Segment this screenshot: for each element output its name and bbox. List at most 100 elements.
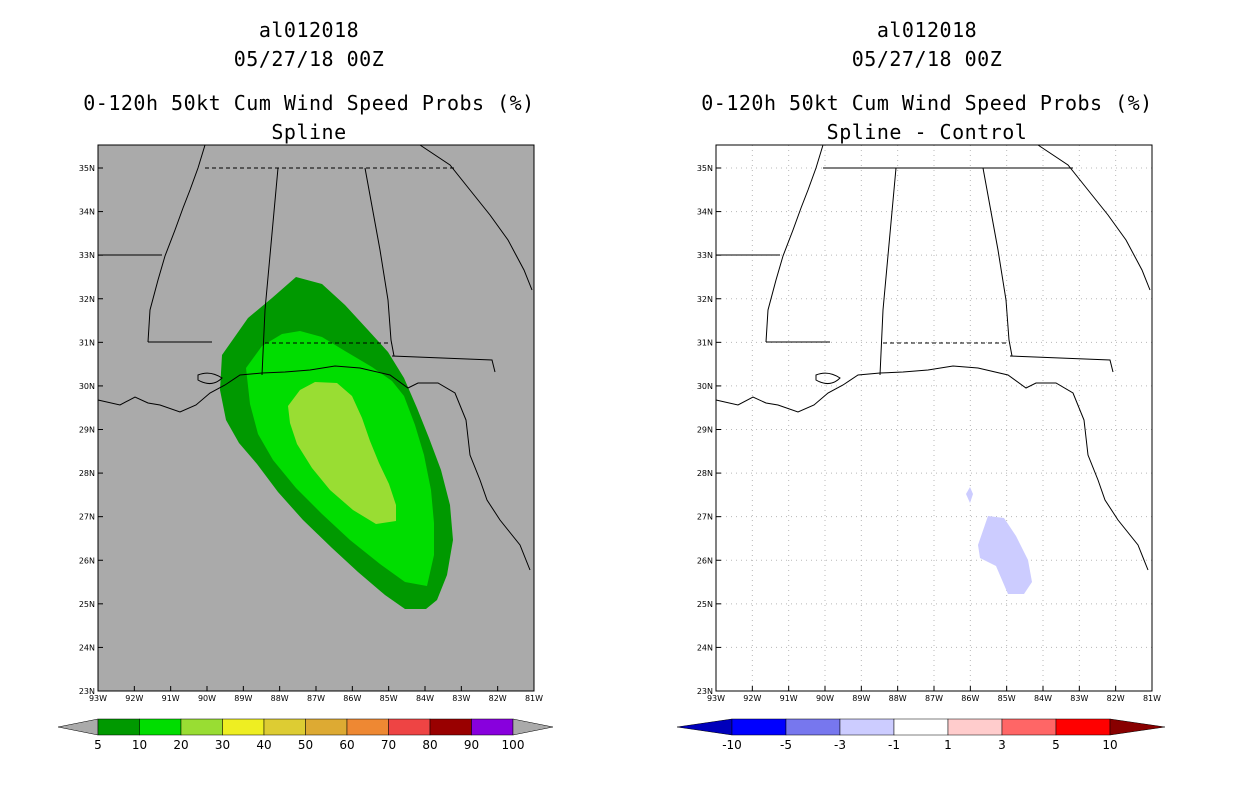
colorbar-box [97,718,140,736]
lon-tick-label: 83W [1070,694,1088,703]
colorbar-box [222,718,265,736]
colorbar-box [731,718,787,736]
colorbar-label: 70 [381,738,396,752]
colorbar-box [429,718,472,736]
lon-tick-label: 91W [162,694,180,703]
colorbar-under-arrow [676,718,733,736]
lat-tick-label: 26N [79,556,95,565]
lon-tick-label: 82W [489,694,507,703]
colorbar-box [471,718,514,736]
product-title: 0-120h 50kt Cum Wind Speed Probs (%) [701,91,1153,115]
lat-tick-label: 24N [79,643,95,652]
lon-tick-label: 81W [525,694,543,703]
colorbar: 5 10 20 30 40 50 60 70 80 90 100 [57,718,554,752]
lat-tick-label: 29N [697,426,713,435]
lon-tick-label: 84W [1034,694,1052,703]
lat-tick-label: 35N [697,164,713,173]
lat-tick-label: 25N [697,600,713,609]
colorbar-label: 90 [464,738,479,752]
lat-tick-label: 30N [697,382,713,391]
lat-tick-label: 23N [697,687,713,696]
prob-contour-20pct [288,382,396,524]
mississippi-river [765,144,824,343]
colorbar-label: -3 [834,738,846,752]
coastlines-borders [715,144,1151,571]
lat-tick-label: 31N [697,338,713,347]
colorbar-label: 5 [94,738,102,752]
colorbar-label: 1 [944,738,952,752]
colorbar-box [139,718,182,736]
storm-id-title: al012018 [258,18,360,42]
state-border-ms-al [261,167,279,376]
method-title: Spline - Control [826,120,1028,144]
colorbar-box [180,718,223,736]
colorbar-label: 50 [298,738,313,752]
lat-tick-label: 34N [697,208,713,217]
lat-tick-label: 23N [79,687,95,696]
colorbar-label: 30 [215,738,230,752]
lat-tick-label: 32N [79,295,95,304]
lon-tick-label: 88W [889,694,907,703]
lat-tick-label: 27N [79,513,95,522]
product-title: 0-120h 50kt Cum Wind Speed Probs (%) [83,91,535,115]
lon-tick-label: 84W [416,694,434,703]
lon-tick-label: 85W [998,694,1016,703]
state-border-al-ga [982,167,1013,357]
colorbar-box [305,718,348,736]
diff-contour-small-negative-2 [966,487,973,503]
lat-tick-label: 30N [79,382,95,391]
lat-tick-label: 28N [697,469,713,478]
lat-tick-label: 29N [79,426,95,435]
lon-tick-label: 91W [780,694,798,703]
lat-tick-label: 28N [79,469,95,478]
state-border-ms-al [879,167,897,376]
colorbar-label: -5 [780,738,792,752]
colorbar-label: 10 [132,738,147,752]
lat-tick-label: 34N [79,208,95,217]
map-background [716,145,1152,691]
lake-pontchartrain [815,372,841,384]
colorbar-label: 60 [339,738,354,752]
colorbar-box [893,718,949,736]
left-panel: al012018 05/27/18 00Z 0-120h 50kt Cum Wi… [57,18,554,752]
state-border-ga-fl [1009,355,1114,373]
colorbar-under-arrow [57,718,99,736]
coastlines-borders [97,144,533,571]
lon-tick-label: 87W [307,694,325,703]
right-panel: al012018 05/27/18 00Z 0-120h 50kt Cum Wi… [618,0,1236,800]
lat-tick-label: 27N [697,513,713,522]
mississippi-river [147,144,206,343]
colorbar: -10 -5 -3 -1 1 3 5 10 [676,718,1166,752]
storm-id-title: al012018 [876,18,978,42]
colorbar-box [1001,718,1057,736]
lat-tick-label: 31N [79,338,95,347]
lon-tick-label: 90W [198,694,216,703]
axis-ticks: 93W 92W 91W 90W 89W 88W 87W 86W 85W 84W 83W 82W 81W 2… [697,164,1161,703]
state-border-al-ga [364,167,395,357]
lon-tick-label: 92W [125,694,143,703]
lat-tick-label: 26N [697,556,713,565]
lon-tick-label: 86W [343,694,361,703]
lon-tick-label: 86W [961,694,979,703]
left-map-svg: 93W 92W 91W 90W 89W 88W 87W 86W 85W 84W 83W 82W 81W 2… [57,144,554,752]
lon-tick-label: 90W [816,694,834,703]
lon-tick-label: 87W [925,694,943,703]
colorbar-label: 80 [422,738,437,752]
init-time-title: 05/27/18 00Z [851,47,1003,71]
lat-tick-label: 35N [79,164,95,173]
diff-contour-small-negative [978,516,1032,594]
colorbar-label: 3 [998,738,1006,752]
lat-tick-label: 24N [697,643,713,652]
lat-tick-label: 33N [79,251,95,260]
lon-tick-label: 93W [89,694,107,703]
colorbar-over-arrow [512,718,554,736]
lake-pontchartrain [197,372,223,384]
colorbar-label: -1 [888,738,900,752]
lat-tick-label: 25N [79,600,95,609]
lon-tick-label: 81W [1143,694,1161,703]
colorbar-box [1055,718,1111,736]
axis-ticks: 93W 92W 91W 90W 89W 88W 87W 86W 85W 84W 83W 82W 81W 2… [79,164,543,703]
method-title: Spline [271,120,347,144]
colorbar-over-arrow [1109,718,1166,736]
lon-tick-label: 88W [271,694,289,703]
